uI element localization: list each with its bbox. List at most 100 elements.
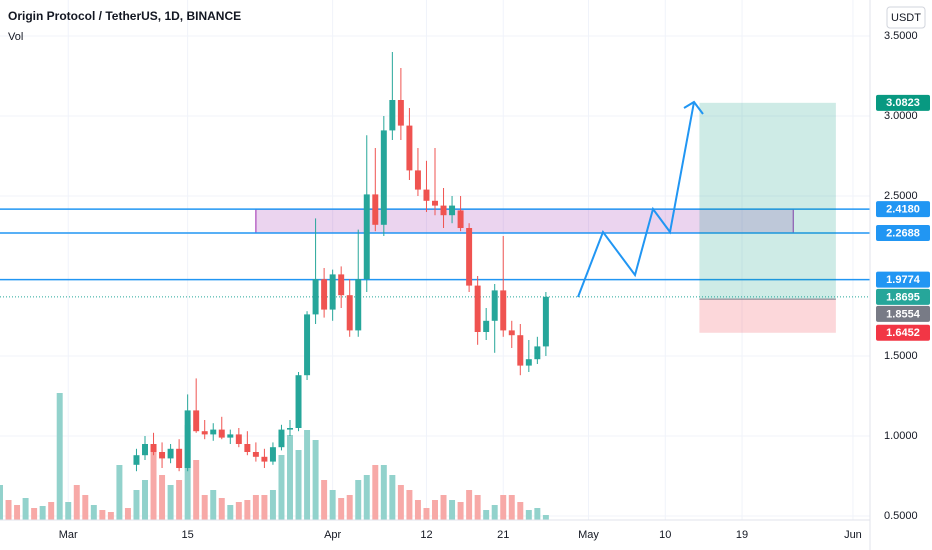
price-tag — [876, 324, 930, 341]
volume-bar — [389, 475, 396, 520]
profit-zone — [699, 102, 836, 300]
candle-body — [406, 125, 413, 171]
drawing-layer — [0, 102, 870, 333]
currency: USDT — [891, 12, 921, 24]
volume-bar — [355, 480, 362, 520]
volume-bar — [414, 500, 421, 520]
volume-bar — [56, 393, 63, 520]
volume-bar — [372, 465, 379, 520]
volume-bar — [432, 500, 438, 520]
volume-bar — [201, 495, 208, 520]
volume-bar — [500, 495, 507, 520]
x-tick-label: Mar — [59, 529, 78, 541]
volume-bar — [440, 495, 447, 520]
price-tag-label: 1.8695 — [886, 291, 920, 303]
x-tick-label: May — [578, 529, 599, 541]
y-tick-label: 1.0000 — [884, 430, 918, 442]
volume-bar — [380, 465, 387, 520]
volume-bar — [31, 508, 38, 520]
candle-body — [261, 456, 268, 462]
projection-path — [577, 101, 695, 298]
price-tag — [876, 271, 930, 288]
volume-bar — [39, 506, 46, 520]
candle-body — [423, 189, 430, 201]
volume-label: Vol — [8, 31, 23, 43]
candle-body — [167, 448, 174, 459]
volume-bar — [338, 498, 345, 520]
volume-bar — [82, 495, 89, 520]
volume-bar — [397, 485, 404, 520]
candle-body — [269, 447, 276, 462]
candle-body — [449, 205, 456, 216]
volume-bar — [457, 502, 464, 520]
volume-bar — [159, 475, 166, 520]
volume-bar — [534, 508, 541, 520]
x-tick-label: 21 — [497, 529, 509, 541]
price-tag-label: 2.4180 — [886, 204, 920, 216]
volume-bar — [90, 505, 97, 520]
volume-bar — [22, 498, 29, 520]
volume-bar — [142, 480, 148, 520]
candle-body — [466, 228, 473, 286]
volume-bar — [14, 505, 21, 520]
volume-bar — [0, 485, 3, 520]
candle-body — [508, 330, 515, 336]
loss-zone — [699, 299, 836, 333]
volume-bar — [287, 435, 293, 520]
candle-body — [150, 444, 157, 452]
candle-body — [525, 359, 532, 366]
volume-bar — [133, 490, 140, 520]
volume-bar — [252, 495, 259, 520]
volume-bar — [491, 505, 498, 520]
volume-bar — [449, 500, 456, 520]
volume-bar — [116, 465, 123, 520]
volume-bar — [363, 475, 370, 520]
volume-bar — [65, 502, 72, 520]
candle-body — [210, 429, 217, 435]
candle-body — [355, 279, 362, 331]
y-tick-label: 2.5000 — [884, 190, 918, 202]
x-tick-label: Apr — [324, 529, 341, 541]
candle-body — [440, 205, 447, 216]
volume-bar — [261, 495, 268, 520]
projection-arrowhead — [683, 100, 704, 115]
volume-bar — [269, 490, 276, 520]
candle-body — [321, 279, 328, 310]
volume-bar — [304, 430, 311, 520]
candle-body — [432, 200, 438, 206]
y-tick-label: 0.5000 — [884, 510, 918, 522]
volume-bar — [474, 495, 481, 520]
volume-bar — [329, 490, 336, 520]
candle-body — [218, 429, 225, 438]
price-tag — [876, 94, 930, 111]
volume-bar — [5, 500, 12, 520]
candle-body — [142, 444, 148, 456]
price-tag — [876, 224, 930, 241]
candle-body — [193, 410, 200, 432]
volume-bar — [227, 505, 234, 520]
candle-body — [346, 295, 353, 331]
candle-body — [414, 170, 421, 190]
candle-body — [380, 130, 387, 225]
candle-body — [457, 210, 464, 228]
candle-body — [534, 346, 541, 360]
volume-bar — [73, 485, 80, 520]
y-tick-label: 3.0000 — [884, 110, 918, 122]
x-tick-label: 10 — [659, 529, 671, 541]
candle-body — [389, 100, 396, 131]
x-tick-label: Jun — [844, 529, 862, 541]
candle-body — [201, 431, 208, 435]
candle-body — [329, 274, 336, 310]
candle-body — [483, 320, 490, 332]
price-tag — [876, 201, 930, 218]
candle-body — [244, 444, 251, 452]
price-tag — [876, 288, 930, 305]
candle-body — [372, 194, 379, 225]
candle-body — [184, 410, 191, 468]
volume-bar — [423, 508, 430, 520]
axis-layer: 0.5000 1.0000 1.5000 2.5000 3.0000 3.5000 Mar 1… — [59, 30, 930, 541]
candle-body — [235, 434, 242, 444]
price-tag-label: 1.9774 — [886, 274, 921, 286]
candle-body — [338, 274, 345, 296]
